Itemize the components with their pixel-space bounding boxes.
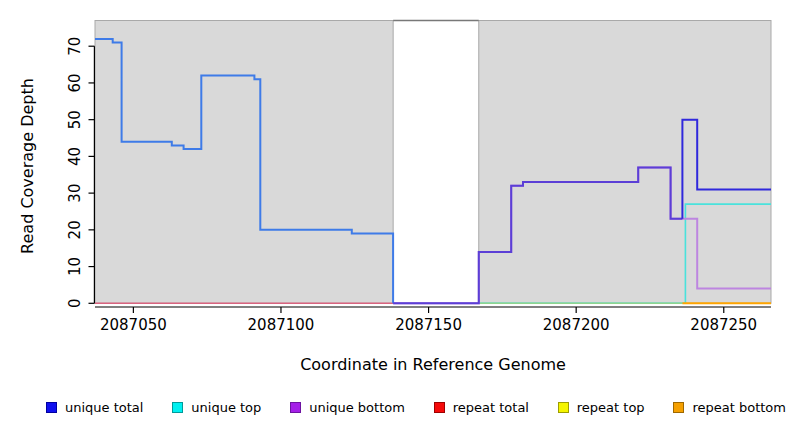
x-tick-label: 2087050 [100,316,167,334]
legend-item-unique-total: unique total [46,400,143,415]
legend-label-unique-total: unique total [65,400,143,415]
x-tick-label: 2087200 [543,316,610,334]
plot-background [95,21,771,304]
x-axis: 2087050 2087100 2087150 2087200 2087250 [95,307,771,334]
legend-swatch-unique-total [46,402,57,413]
repeat-region-shading [95,21,393,304]
y-tick-label: 70 [67,37,85,56]
legend-item-repeat-total: repeat total [434,400,529,415]
legend-swatch-repeat-top [558,402,569,413]
y-tick-label: 30 [67,184,85,203]
chart-canvas: 2087050 2087100 2087150 2087200 2087250 0 10 2… [0,0,792,392]
y-tick-label: 40 [67,147,85,166]
legend-swatch-unique-bottom [290,402,301,413]
y-axis: 0 10 20 30 40 50 60 70 [67,37,95,308]
legend-item-unique-top: unique top [172,400,261,415]
legend-item-unique-bottom: unique bottom [290,400,405,415]
legend-swatch-repeat-bottom [673,402,684,413]
legend-label-unique-top: unique top [191,400,261,415]
legend-label-repeat-top: repeat top [577,400,645,415]
x-tick-label: 2087150 [395,316,462,334]
legend: unique total unique top unique bottom repea… [46,397,786,417]
repeat-region-shading [479,21,771,304]
legend-item-repeat-top: repeat top [558,400,645,415]
x-tick-label: 2087100 [248,316,315,334]
x-axis-title: Coordinate in Reference Genome [300,355,566,374]
y-tick-label: 10 [67,257,85,276]
y-tick-label: 20 [67,220,85,239]
x-tick-label: 2087250 [690,316,757,334]
y-tick-label: 50 [67,110,85,129]
legend-swatch-repeat-total [434,402,445,413]
legend-label-repeat-bottom: repeat bottom [692,400,786,415]
legend-item-repeat-bottom: repeat bottom [673,400,786,415]
y-tick-label: 0 [67,299,85,309]
coverage-depth-figure: 2087050 2087100 2087150 2087200 2087250 0 10 2… [0,0,792,432]
legend-label-unique-bottom: unique bottom [309,400,405,415]
y-tick-label: 60 [67,73,85,92]
y-axis-title: Read Coverage Depth [18,78,37,254]
legend-label-repeat-total: repeat total [453,400,529,415]
legend-swatch-unique-top [172,402,183,413]
